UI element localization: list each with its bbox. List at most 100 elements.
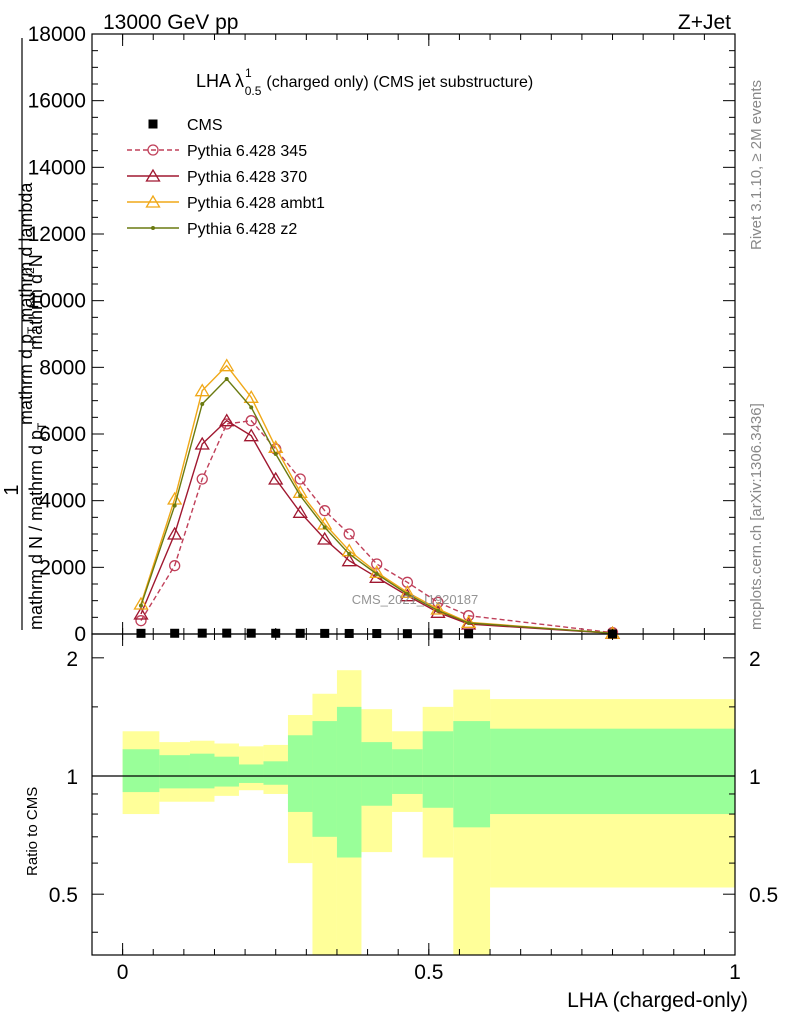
ratio-y-tick-label: 1 [66,766,78,789]
ratio-y-tick-label-right: 2 [749,648,761,671]
series-point-2 [292,505,308,518]
data-point-cms [170,628,180,638]
y-label-d1: mathrm d N / mathrm d p [26,430,46,630]
y-label-i3: N [26,254,46,267]
y-tick-label: 14000 [28,156,86,179]
data-point-cms [295,628,305,638]
y-label-i2: 2 [23,267,37,274]
legend-label: Pythia 6.428 z2 [187,221,297,238]
series-point-4 [322,525,327,530]
ratio-band-inner [422,731,454,808]
series-line-3 [140,364,613,634]
ratio-band-inner [189,753,215,789]
y-tick-label: 18000 [28,23,86,46]
data-point-cms [246,628,256,638]
ratio-band-inner [238,764,264,783]
legend-marker [151,226,155,230]
y-axis-label: 1 mathrm d N / mathrm d pT mathrm d2N ma… [1,38,49,630]
x-tick-label: 0.5 [414,961,443,984]
ratio-y-label: Ratio to CMS [24,787,41,876]
legend-label: Pythia 6.428 345 [187,143,307,160]
legend-label: CMS [187,117,223,134]
series-point-2 [133,606,149,620]
ratio-y-tick-label: 2 [66,648,78,671]
series-point-2 [219,413,235,427]
y-label-i5: T [25,326,39,334]
series-line-4 [140,377,613,634]
ratio-band-inner [392,749,423,794]
series-point-3 [243,390,259,403]
legend-marker [148,119,158,129]
series-line-1 [140,419,613,634]
legend: CMS Pythia 6.428 345 Pythia 6.428 370 Pythi… [127,117,325,238]
y-tick-label: 0 [74,623,86,646]
series-point-1 [169,560,181,572]
y-tick-label: 12000 [28,223,86,246]
series-point-2 [317,531,333,545]
series-point-4 [298,493,303,498]
data-point-cms [136,628,146,638]
ratio-y-tick-label-right: 1 [749,766,761,789]
rivet-version-label: Rivet 3.1.10, ≥ 2M events [748,80,765,250]
series-point-2 [268,471,284,485]
y-tick-label: 8000 [39,356,86,379]
ratio-band-inner [490,728,735,815]
series-point-4 [466,621,471,625]
y-label-i4: mathrm d p [16,334,36,425]
y-tick-label: 6000 [39,423,86,446]
series-point-1 [196,473,208,485]
y-tick-label: 16000 [28,90,86,113]
y-tick-label: 2000 [39,556,86,579]
legend-marker [145,194,161,208]
series-point-4 [249,405,254,410]
ratio-plot: 0.5 0.5 1 1 2 2 0 0.5 1 [49,633,778,984]
series-point-4 [273,452,278,456]
y-label-numerator: 1 [1,484,23,495]
series-point-1 [135,615,147,627]
y-label-denominator: mathrm d N / mathrm d pT [26,422,49,630]
data-point-cms [222,628,232,638]
y-label-i1: mathrm d [26,274,46,350]
ratio-plot-frame [91,633,736,956]
series-point-3 [219,358,235,372]
series-point-1 [462,610,475,622]
ratio-band-inner [361,742,393,806]
x-tick-label: 0 [117,961,129,984]
ratio-band-inner [336,706,362,858]
series-point-2 [167,526,183,540]
legend-marker [145,168,161,182]
ratio-band-inner [312,721,337,837]
header-left-label: 13000 GeV pp [103,11,238,34]
plot-title: LHA λ1 0.5 (charged only) (CMS jet substru… [196,66,533,98]
series-point-4 [374,572,379,576]
plot-title-rest: (charged only) (CMS jet substructure) [266,74,533,91]
ratio-y-tick-label: 0.5 [49,884,78,907]
y-label-inner2: mathrm d pTmathrm d lambda [16,182,39,425]
series-line-2 [140,419,613,635]
legend-marker [147,144,159,156]
series-point-3 [194,383,210,397]
y-label-i6: mathrm d lambda [16,182,36,323]
main-plot: 0 2000 4000 6000 8000 10000 12000 14000 16000 180… [28,23,736,646]
series-point-1 [294,473,306,485]
series-point-2 [194,436,210,450]
series-point-1 [245,415,257,427]
series-point-1 [371,558,383,570]
ratio-band-inner [453,721,491,828]
y-tick-label: 10000 [28,290,86,313]
legend-label: Pythia 6.428 370 [187,169,307,186]
data-point-cms [197,628,207,638]
ratio-y-tick-label-right: 0.5 [749,884,778,907]
series-point-4 [435,608,440,613]
legend-label: Pythia 6.428 ambt1 [187,195,325,212]
ratio-band-inner [263,761,288,785]
plot-title-sup: 1 [245,66,252,80]
plot-title-main: LHA λ [196,71,244,91]
x-axis-label: LHA (charged-only) [567,989,748,1012]
series-point-4 [224,377,229,381]
y-label-inner: mathrm d2N [23,254,46,350]
data-point-cms [271,628,281,638]
ratio-band-inner [122,749,160,793]
series-point-2 [341,553,357,567]
